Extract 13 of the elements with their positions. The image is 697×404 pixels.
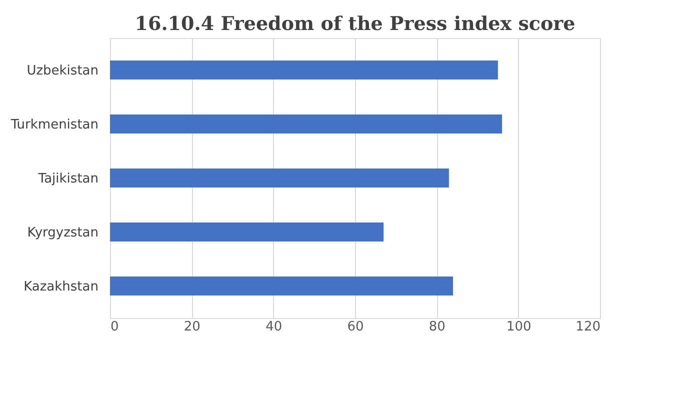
- x-tick-label: 40: [266, 320, 282, 334]
- y-tick-label: Uzbekistan: [26, 64, 98, 78]
- y-tick-label: Tajikistan: [37, 172, 98, 186]
- x-tick-label: 0: [110, 320, 119, 334]
- y-tick-label: Kyrgyzstan: [27, 226, 98, 240]
- y-tick-label: Kazakhstan: [24, 280, 98, 294]
- y-tick-label: Turkmenistan: [10, 118, 98, 132]
- chart-title: 16.10.4 Freedom of the Press index score: [134, 13, 576, 35]
- x-tick-label: 60: [347, 320, 364, 334]
- x-tick-label: 20: [184, 320, 200, 334]
- x-tick-label: 120: [576, 320, 600, 334]
- x-tick-label: 100: [506, 320, 532, 334]
- x-tick-label: 80: [428, 320, 446, 334]
